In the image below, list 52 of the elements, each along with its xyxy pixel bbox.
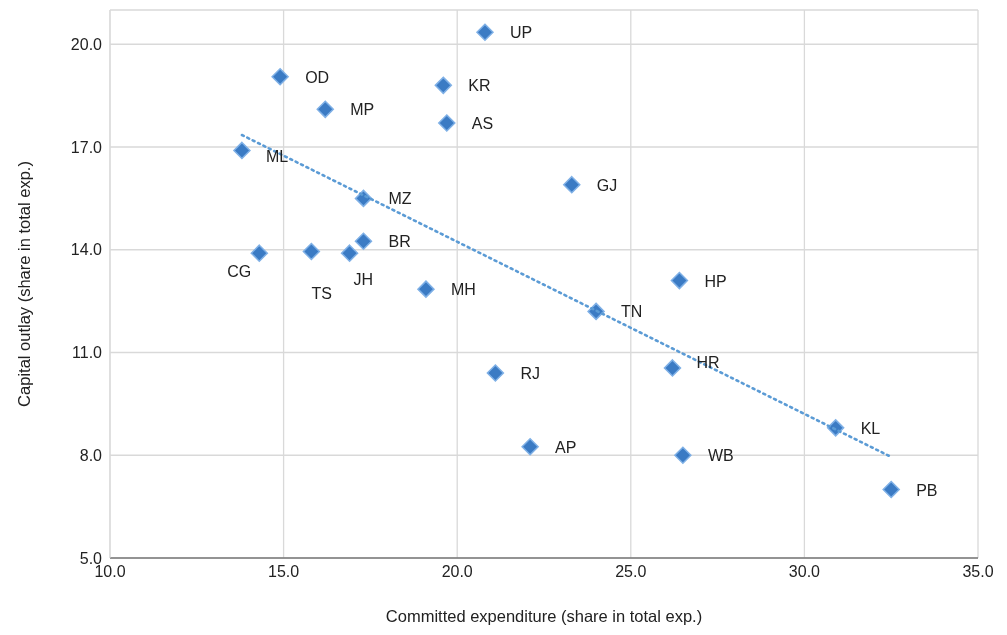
annotation: OD: [305, 68, 330, 86]
annotation: TS: [311, 285, 332, 303]
y-axis-title: Capital outlay (share in total exp.): [14, 161, 33, 407]
annotation: TN: [621, 303, 643, 321]
annotation: HR: [696, 353, 720, 371]
point: [882, 480, 900, 499]
annotation: JH: [353, 271, 374, 289]
annotation: UP: [509, 24, 533, 42]
y-tick-label: 14.0: [70, 241, 103, 259]
x-tick-label: 10.0: [94, 563, 126, 581]
point: [670, 271, 689, 290]
annotation: AS: [471, 115, 494, 133]
annotation: BR: [388, 233, 411, 251]
y-tick-label: 20.0: [70, 35, 103, 53]
point: [434, 76, 453, 95]
annotation: RJ: [520, 365, 540, 383]
annotation: CG: [227, 263, 252, 281]
point: [486, 364, 505, 382]
x-tick-label: 35.0: [962, 563, 994, 581]
point: [250, 244, 269, 262]
point: [521, 437, 539, 456]
annotation: HP: [704, 272, 727, 290]
point: [438, 114, 456, 132]
annotation: ML: [265, 148, 289, 166]
point: [674, 446, 692, 464]
point: [302, 242, 321, 261]
point: [271, 68, 289, 86]
annotation: KR: [468, 77, 491, 95]
annotation: WB: [707, 447, 734, 465]
annotation: MZ: [388, 190, 412, 208]
point: [563, 175, 581, 194]
x-axis-title: Committed expenditure (share in total exp.): [385, 607, 703, 625]
annotation: MP: [350, 101, 375, 119]
x-tick-label: 25.0: [615, 563, 647, 581]
point: [663, 359, 682, 377]
x-tick-label: 20.0: [441, 563, 473, 581]
y-tick-label: 11.0: [72, 344, 103, 362]
point: [354, 232, 373, 250]
annotation: MH: [450, 281, 476, 299]
annotation: GJ: [596, 176, 618, 194]
x-tick-label: 15.0: [268, 563, 300, 581]
annotation: KL: [860, 419, 881, 437]
point: [417, 280, 435, 298]
point: [316, 100, 335, 119]
y-tick-label: 17.0: [70, 138, 103, 156]
annotation: PB: [916, 481, 938, 499]
point: [340, 244, 359, 262]
point: [233, 141, 251, 160]
point: [476, 23, 494, 42]
y-tick-label: 8.0: [79, 446, 103, 464]
x-tick-label: 30.0: [788, 563, 821, 581]
annotation: AP: [555, 438, 577, 456]
